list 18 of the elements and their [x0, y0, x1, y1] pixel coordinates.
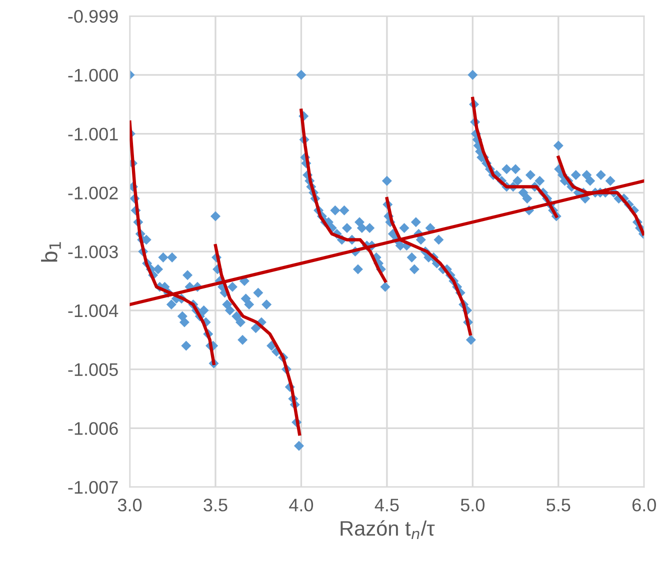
x-tick-label: 5.5 [546, 498, 570, 512]
y-axis-title: b$_{1}$ [41, 242, 61, 262]
y-tick-label: -1.006 [68, 422, 118, 435]
y-tick-label: -1.000 [68, 68, 118, 82]
x-tick-label: 4.5 [374, 498, 399, 512]
x-tick-label: 4.0 [289, 498, 314, 512]
x-tick-label: 3.0 [118, 498, 142, 512]
y-tick-label: -0.999 [68, 10, 118, 23]
y-tick-label: -1.007 [68, 480, 118, 494]
y-tick-label: -1.004 [68, 304, 118, 318]
x-tick-label: 5.0 [460, 498, 485, 512]
y-tick-label: -1.001 [68, 128, 118, 141]
y-tick-label: -1.002 [68, 186, 118, 200]
y-tick-label: -1.003 [68, 245, 118, 258]
x-tick-label: 3.5 [204, 498, 228, 512]
y-tick-label: -1.005 [68, 363, 118, 376]
x-axis-title: Razón t$_{n}$/τ [340, 520, 435, 539]
x-tick-label: 6.0 [632, 498, 656, 512]
